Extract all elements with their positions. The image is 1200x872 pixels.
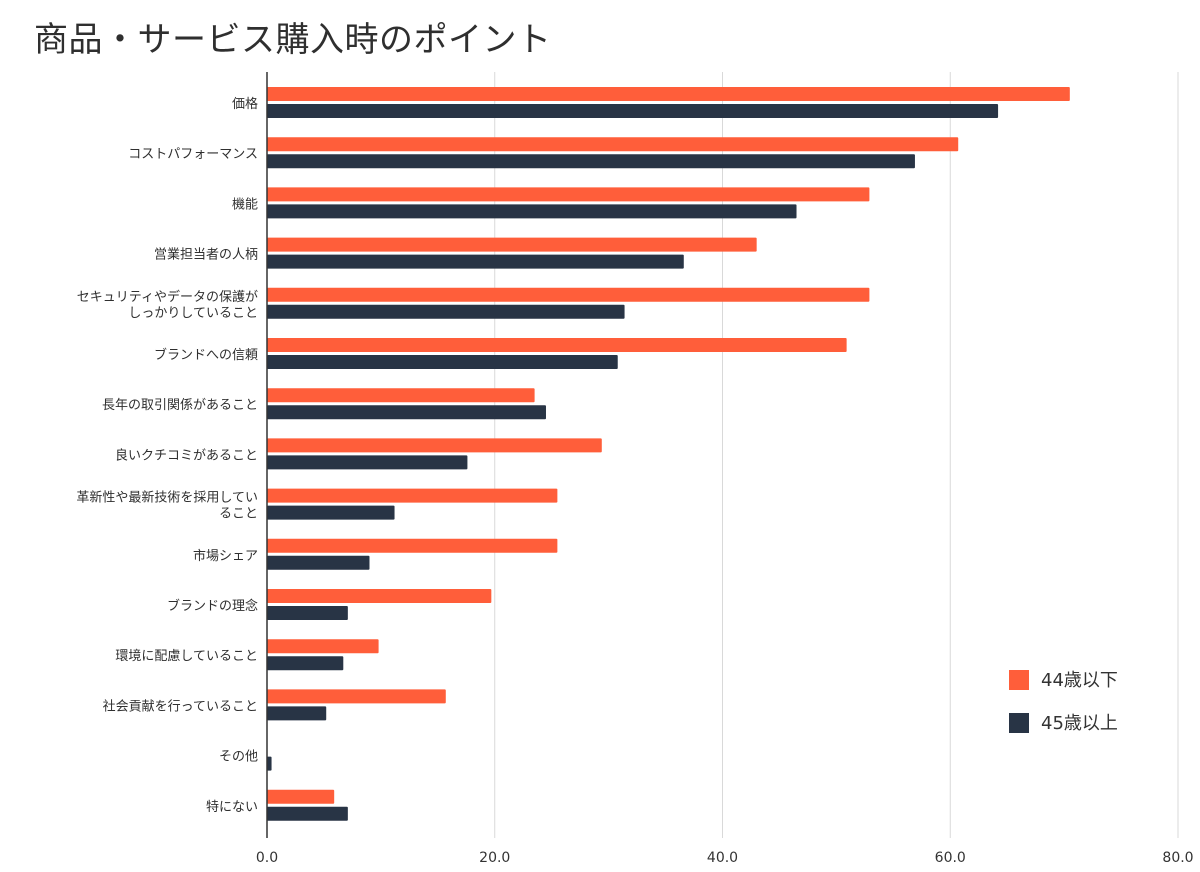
category-label: 環境に配慮していること [115,649,258,664]
x-tick-label: 20.0 [479,850,510,866]
category-label-line: 良いクチコミがあること [115,447,258,463]
bar-44-and-under [267,438,602,453]
bar-44-and-under [267,87,1070,101]
bar-44-and-under [267,639,379,654]
category-label-line: コストパフォーマンス [128,147,258,162]
category-label: ブランドへの信頼 [154,347,258,363]
category-label-line: 市場シェア [193,548,258,564]
category-label: 革新性や最新技術を採用していること [76,490,258,522]
category-label: 価格 [232,96,258,112]
legend-swatch [1009,713,1029,733]
bar-45-and-over [267,154,915,169]
category-label-line: その他 [219,750,258,765]
x-tick-label: 40.0 [707,850,738,866]
bar-44-and-under [267,187,870,202]
category-label-line: 機能 [232,197,258,212]
category-label: 特にない [206,800,258,815]
category-label-line: ること [219,507,258,522]
bar-45-and-over [267,555,370,570]
bar-44-and-under [267,338,847,352]
category-label-line: しっかりしていること [128,306,258,321]
category-label: ブランドの理念 [167,598,258,614]
bar-44-and-under [267,388,535,403]
bar-44-and-under [267,287,870,302]
bar-44-and-under [267,538,558,553]
bar-45-and-over [267,304,625,319]
legend-swatch [1009,670,1029,690]
category-label-line: 長年の取引関係があること [102,398,258,413]
legend-label: 44歳以下 [1041,670,1118,691]
category-label: 営業担当者の人柄 [154,247,258,263]
bar-44-and-under [267,589,492,603]
bar-44-and-under [267,689,446,704]
category-label-line: 価格 [232,96,258,112]
category-label-line: 社会貢献を行っていること [103,698,258,714]
bar-45-and-over [267,606,348,620]
category-label-line: 営業担当者の人柄 [154,247,258,263]
category-label-line: 特にない [206,800,258,815]
x-tick-label: 60.0 [935,850,966,866]
category-label: 機能 [232,197,258,212]
category-label-line: ブランドの理念 [167,598,258,614]
bar-44-and-under [267,137,959,152]
category-label-line: 革新性や最新技術を採用してい [76,490,258,506]
category-label-line: ブランドへの信頼 [154,347,258,363]
bar-45-and-over [267,505,395,520]
x-tick-label: 0.0 [256,850,278,866]
category-label-line: セキュリティやデータの保護が [77,289,258,305]
x-tick-label: 80.0 [1162,850,1193,866]
category-label: 社会貢献を行っていること [103,698,258,714]
category-label: セキュリティやデータの保護がしっかりしていること [77,289,258,321]
bar-45-and-over [267,204,797,219]
bar-44-and-under [267,237,757,252]
category-label-line: 環境に配慮していること [115,649,258,664]
category-label: 長年の取引関係があること [102,398,258,413]
category-label: 市場シェア [193,548,258,564]
bar-45-and-over [267,706,327,721]
bar-45-and-over [267,806,348,821]
category-label: コストパフォーマンス [128,147,258,162]
bar-45-and-over [267,656,344,671]
bar-45-and-over [267,756,272,771]
bar-45-and-over [267,104,999,118]
chart-title: 商品・サービス購入時のポイント [34,20,552,60]
bar-45-and-over [267,405,546,420]
bar-44-and-under [267,789,335,804]
category-label: 良いクチコミがあること [115,447,258,463]
bar-45-and-over [267,455,468,470]
category-label: その他 [219,750,258,765]
bar-44-and-under [267,488,558,503]
bar-45-and-over [267,355,618,369]
bar-45-and-over [267,254,684,269]
legend-label: 45歳以上 [1041,713,1118,734]
